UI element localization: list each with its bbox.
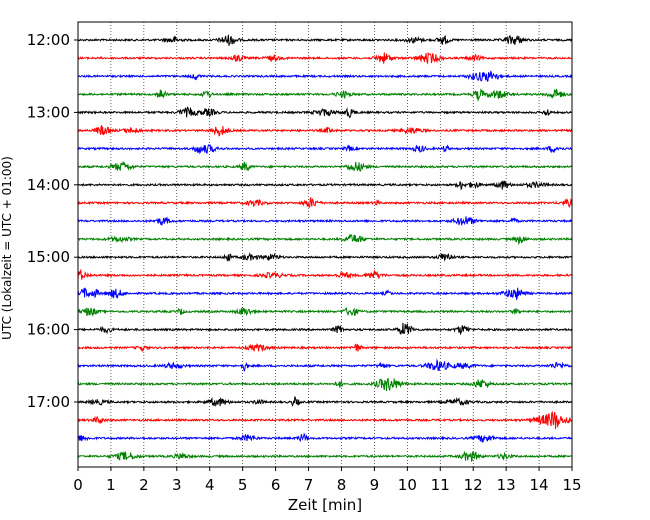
y-tick-label: 15:00 xyxy=(27,248,70,266)
x-tick-label: 6 xyxy=(271,476,281,494)
x-tick-label: 8 xyxy=(337,476,347,494)
trace-1530 xyxy=(77,287,573,301)
y-axis-label: UTC (Lokalzeit = UTC + 01:00) xyxy=(0,156,14,340)
x-tick-label: 3 xyxy=(172,476,182,494)
x-axis-label: Zeit [min] xyxy=(288,496,362,514)
trace-1515 xyxy=(77,268,573,281)
grid-lines xyxy=(110,22,540,467)
y-tick-label: 13:00 xyxy=(27,103,70,121)
x-tick-label: 4 xyxy=(205,476,215,494)
trace-1415 xyxy=(77,197,573,209)
x-tick-label: 5 xyxy=(238,476,248,494)
trace-1445 xyxy=(77,233,573,246)
y-tick-label: 16:00 xyxy=(27,321,70,339)
trace-1400 xyxy=(77,180,573,191)
trace-1615 xyxy=(77,343,573,353)
trace-1300 xyxy=(77,106,573,119)
axes: 0 1 2 3 4 5 6 7 8 9 10 11 12 13 14 1512:0013:0014:0015:… xyxy=(27,21,582,494)
x-tick-label: 13 xyxy=(497,476,516,494)
trace-1700 xyxy=(77,396,573,408)
y-tick-label: 14:00 xyxy=(27,176,70,194)
trace-1200 xyxy=(77,34,573,46)
trace-1645 xyxy=(77,377,573,392)
y-tick-label: 17:00 xyxy=(27,393,70,411)
y-tick-label: 12:00 xyxy=(27,31,70,49)
trace-1345 xyxy=(77,160,573,172)
trace-1500 xyxy=(77,252,573,262)
trace-1745 xyxy=(77,450,573,462)
x-tick-label: 10 xyxy=(398,476,417,494)
x-tick-label: 7 xyxy=(304,476,314,494)
trace-1730 xyxy=(77,432,573,443)
plot-frame xyxy=(77,21,573,468)
trace-1315 xyxy=(77,125,573,137)
x-tick-label: 9 xyxy=(370,476,380,494)
trace-1630 xyxy=(77,358,573,372)
trace-lines xyxy=(77,34,573,462)
x-tick-label: 14 xyxy=(530,476,549,494)
trace-1715 xyxy=(77,410,573,430)
trace-1215 xyxy=(77,51,573,65)
x-tick-label: 12 xyxy=(464,476,483,494)
trace-1430 xyxy=(77,216,573,227)
trace-1230 xyxy=(77,70,573,82)
x-tick-label: 11 xyxy=(431,476,450,494)
trace-1600 xyxy=(77,322,573,336)
x-tick-label: 15 xyxy=(562,476,581,494)
x-tick-label: 0 xyxy=(73,476,83,494)
trace-1545 xyxy=(77,307,573,317)
trace-1330 xyxy=(77,144,573,155)
trace-1245 xyxy=(77,88,573,102)
x-tick-label: 1 xyxy=(106,476,116,494)
x-tick-label: 2 xyxy=(139,476,149,494)
